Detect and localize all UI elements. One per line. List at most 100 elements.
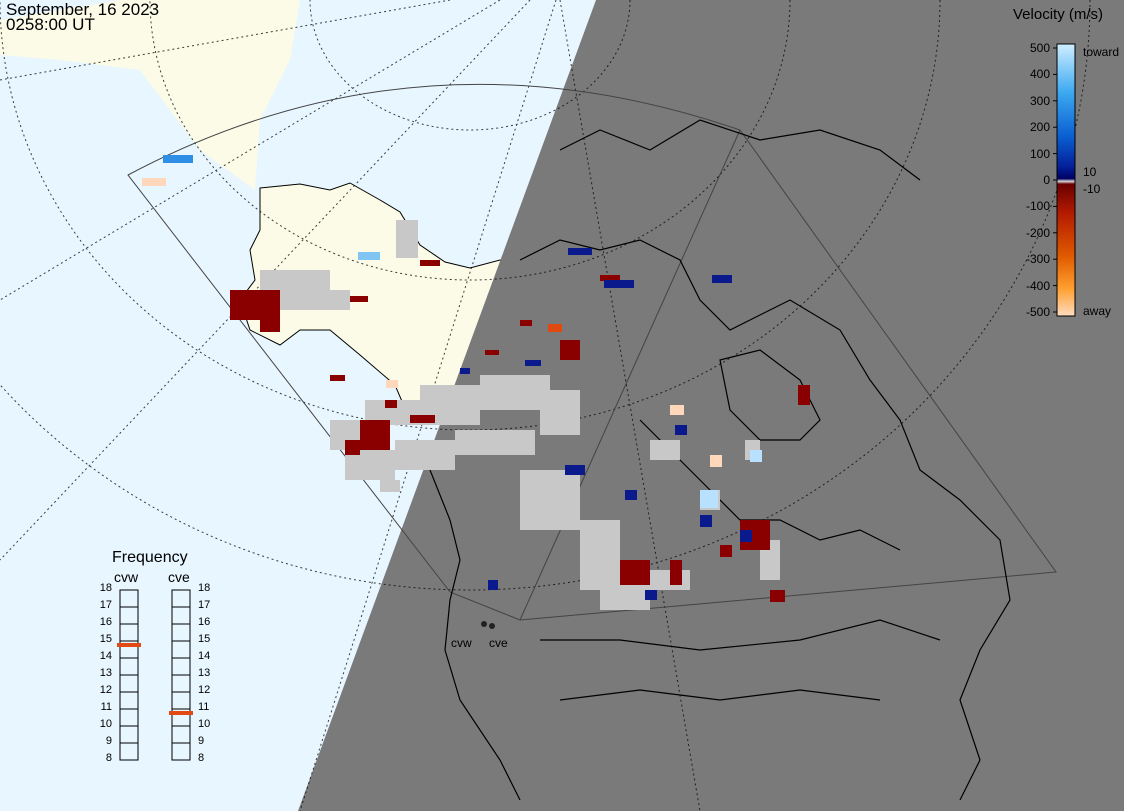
velocity-cell [675, 425, 687, 435]
velocity-cell [142, 178, 166, 186]
velocity-cell [520, 320, 532, 326]
velocity-cell [480, 375, 550, 410]
velocity-tick-label: 300 [1029, 93, 1050, 108]
velocity-cell [670, 405, 684, 415]
velocity-cell [700, 490, 718, 508]
frequency-label-right: 9 [198, 735, 205, 747]
velocity-cell [750, 450, 762, 462]
cvw-gauge-label: cvw [114, 569, 139, 585]
velocity-tick-label: -100 [1025, 199, 1050, 214]
cvw-site-label: cvw [451, 636, 472, 650]
velocity-cell [700, 515, 712, 527]
velocity-cell [385, 400, 397, 408]
frequency-label-left: 14 [99, 650, 112, 662]
frequency-label-left: 10 [99, 718, 112, 730]
velocity-cell [395, 440, 455, 470]
velocity-cell [604, 280, 634, 288]
frequency-label-right: 13 [198, 667, 211, 679]
velocity-plus-threshold-label: 10 [1083, 165, 1097, 179]
velocity-cell [360, 420, 390, 450]
velocity-cell [460, 368, 470, 374]
cve-site-marker [489, 623, 495, 629]
frequency-label-left: 15 [99, 633, 112, 645]
velocity-cell [345, 440, 360, 455]
velocity-tick-label: 0 [1043, 173, 1050, 187]
frequency-label-right: 15 [198, 633, 211, 645]
frequency-label-right: 12 [198, 684, 211, 696]
velocity-cell [548, 324, 562, 332]
frequency-label-left: 13 [99, 667, 112, 679]
velocity-minus-threshold-label: -10 [1083, 182, 1101, 196]
velocity-cell [565, 465, 585, 475]
velocity-tick-label: 500 [1029, 41, 1050, 55]
toward-label: toward [1083, 45, 1120, 59]
velocity-cell [740, 530, 752, 542]
velocity-cell [710, 455, 722, 467]
velocity-tick-label: -400 [1025, 278, 1050, 293]
frequency-label-left: 11 [100, 701, 112, 713]
velocity-cell [488, 580, 498, 590]
frequency-title: Frequency [112, 549, 188, 566]
radar-velocity-cells [142, 155, 810, 610]
frequency-label-left: 8 [105, 752, 112, 764]
velocity-cell [568, 248, 592, 255]
velocity-cell [620, 560, 650, 585]
velocity-cell [396, 220, 418, 258]
velocity-cell [358, 252, 380, 260]
velocity-cell [670, 560, 682, 585]
velocity-cell [330, 375, 345, 381]
frequency-label-right: 8 [198, 752, 205, 764]
velocity-cell [525, 360, 541, 366]
velocity-cell [420, 260, 440, 266]
radar-fov-outlines [127, 83, 1057, 621]
away-label: away [1083, 304, 1112, 318]
frequency-label-right: 11 [198, 701, 210, 713]
velocity-tick-label: -200 [1025, 225, 1050, 240]
frequency-label-left: 17 [99, 599, 112, 611]
frequency-label-right: 17 [198, 599, 211, 611]
velocity-tick-label: 100 [1029, 146, 1050, 161]
velocity-cell [260, 320, 280, 332]
velocity-cell [712, 275, 732, 283]
frequency-label-left: 18 [99, 582, 112, 594]
velocity-tick-label: 200 [1029, 120, 1050, 135]
velocity-cell [455, 430, 535, 455]
velocity-colorbar [1056, 43, 1076, 317]
sunlit-land-asia [0, 0, 300, 190]
velocity-cell [625, 490, 637, 500]
velocity-cell [520, 470, 580, 530]
velocity-cell [540, 390, 580, 435]
velocity-cell [600, 275, 620, 281]
velocity-cell [163, 155, 193, 163]
frequency-label-right: 14 [198, 650, 211, 662]
frequency-label-right: 10 [198, 718, 211, 730]
velocity-tick-marks [1053, 47, 1057, 313]
velocity-cell [380, 480, 400, 492]
velocity-tick-label: -500 [1025, 305, 1050, 319]
velocity-cell [560, 340, 580, 360]
velocity-cell [485, 350, 499, 355]
velocity-cell [410, 415, 435, 423]
frequency-gauge-ticks [120, 589, 190, 761]
velocity-cell [720, 545, 732, 557]
frequency-label-left: 16 [99, 616, 112, 628]
velocity-cell [230, 290, 280, 320]
velocity-tick-label: 400 [1029, 67, 1050, 82]
velocity-cell [350, 296, 368, 302]
velocity-cell [386, 380, 398, 388]
frequency-label-right: 16 [198, 616, 211, 628]
velocity-cell [798, 385, 810, 405]
velocity-cell [300, 290, 350, 310]
velocity-tick-label: -300 [1025, 252, 1050, 267]
date-label: September, 16 2023 [6, 0, 160, 19]
frequency-label-left: 12 [99, 684, 112, 696]
frequency-label-right: 18 [198, 582, 211, 594]
velocity-cell [770, 590, 785, 602]
cve-gauge-label: cve [168, 569, 190, 585]
cvw-site-marker [481, 621, 487, 627]
frequency-label-left: 9 [105, 735, 112, 747]
velocity-cell [650, 440, 680, 460]
velocity-scale-title: Velocity (m/s) [1013, 6, 1104, 23]
